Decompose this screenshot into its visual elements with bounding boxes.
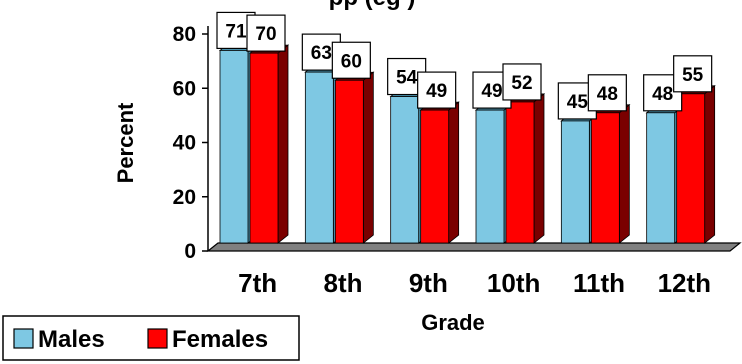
legend-label-males: Males	[38, 326, 105, 353]
bar-females	[505, 101, 535, 244]
y-tick-label: 0	[184, 240, 196, 263]
y-tick-label: 60	[173, 77, 196, 100]
data-label: 70	[255, 24, 276, 45]
bar-side-females	[362, 71, 374, 244]
x-tick-label: 11th	[573, 268, 625, 298]
bar-females	[676, 93, 706, 244]
bar-side-females	[618, 103, 630, 244]
data-label-box	[502, 63, 542, 101]
bar-females	[334, 79, 364, 244]
y-tick-label: 20	[173, 186, 196, 209]
x-tick-label: 12th	[658, 268, 711, 298]
data-label: 54	[396, 68, 418, 89]
data-label: 60	[341, 51, 362, 72]
legend-swatch-females	[147, 328, 168, 349]
bar-side-females	[277, 44, 289, 244]
data-label: 45	[567, 92, 589, 113]
y-tick-label: 80	[173, 23, 196, 46]
bar-males	[646, 112, 676, 244]
y-tick-label: 40	[173, 132, 196, 155]
bar-males	[390, 96, 420, 244]
legend-label-females: Females	[172, 326, 268, 353]
data-label-box	[331, 41, 371, 79]
bar-side-females	[704, 84, 716, 244]
data-label: 55	[682, 65, 704, 86]
data-label: 71	[225, 21, 247, 42]
chart-title-fragment: pp (eg )	[329, 0, 416, 11]
legend-swatch-males	[13, 328, 34, 349]
data-label-box	[417, 71, 457, 109]
y-axis-title: Percent	[113, 102, 138, 183]
data-label-box	[587, 74, 627, 112]
data-label: 52	[511, 73, 532, 94]
x-tick-label: 7th	[238, 268, 277, 298]
bar-females	[249, 52, 279, 244]
bar-males	[219, 50, 249, 244]
bar-side-females	[533, 93, 545, 244]
x-tick-label: 10th	[487, 268, 540, 298]
bar-males	[560, 120, 590, 244]
bar-side-females	[448, 101, 460, 244]
x-tick-label: 9th	[409, 268, 448, 298]
x-tick-label: 8th	[324, 268, 363, 298]
bar-females	[420, 109, 450, 244]
data-label: 63	[311, 43, 332, 64]
data-label-box	[246, 14, 286, 52]
data-label: 48	[652, 84, 673, 105]
bar-males	[304, 71, 334, 244]
chart-floor	[206, 242, 742, 252]
data-label: 49	[426, 81, 447, 102]
x-axis-title: Grade	[421, 310, 485, 335]
data-label-box	[673, 55, 713, 93]
bar-females	[590, 112, 620, 244]
data-label: 49	[481, 81, 502, 102]
bar-males	[475, 109, 505, 244]
data-label: 48	[597, 84, 618, 105]
